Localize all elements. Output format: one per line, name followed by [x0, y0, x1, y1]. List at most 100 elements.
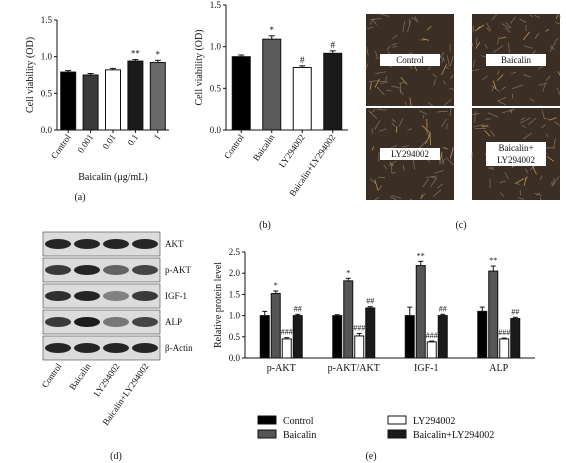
label-background	[486, 54, 546, 66]
cell-texture	[473, 124, 484, 128]
cell-texture	[408, 65, 413, 70]
cell-texture	[422, 38, 430, 41]
cell-texture	[377, 80, 388, 83]
protein-band	[74, 343, 100, 353]
cell-texture	[446, 55, 450, 67]
cell-texture	[379, 128, 387, 132]
y-tick-label: 1.0	[229, 311, 241, 321]
cell-texture	[409, 97, 412, 107]
cell-texture	[386, 45, 391, 51]
bar	[292, 67, 312, 131]
y-tick-label: 1.5	[229, 289, 241, 299]
bar	[477, 310, 488, 359]
cell-texture	[471, 69, 479, 72]
cell-texture	[444, 65, 449, 69]
cell-texture	[431, 175, 437, 180]
cell-texture	[514, 182, 520, 185]
y-axis-label: Cell viability (OD)	[25, 37, 36, 113]
cell-texture	[440, 154, 445, 165]
cell-texture	[407, 21, 411, 32]
cell-texture	[428, 102, 434, 107]
protein-band	[74, 317, 100, 327]
protein-band	[103, 343, 129, 353]
cell-texture	[549, 41, 556, 52]
cell-texture	[536, 192, 541, 196]
cell-texture	[365, 63, 369, 69]
panel-a-caption: (a)	[74, 192, 85, 203]
x-tick-label: IGF-1	[414, 363, 438, 374]
cell-texture	[471, 113, 480, 115]
bar	[354, 335, 365, 359]
cell-texture	[369, 18, 375, 25]
protein-band	[45, 265, 71, 275]
cell-texture	[390, 160, 397, 165]
cell-texture	[534, 32, 540, 39]
legend-swatch	[257, 415, 277, 425]
cell-texture	[497, 96, 507, 102]
cell-texture	[522, 132, 532, 140]
cell-texture	[400, 90, 404, 96]
cell-texture	[407, 128, 413, 131]
cell-texture	[505, 22, 512, 29]
bar	[488, 270, 499, 359]
cell-texture	[375, 71, 387, 74]
cell-texture	[475, 37, 478, 46]
cell-texture	[398, 118, 404, 127]
cell-texture	[499, 191, 504, 197]
cell-texture	[520, 117, 525, 121]
x-axis-label: Baicalin (μg/mL)	[78, 172, 148, 183]
y-tick-label: 1.0	[41, 52, 53, 62]
micrograph-label: LY294002	[391, 149, 429, 159]
label-background	[486, 154, 546, 166]
protein-label: AKT	[165, 239, 184, 249]
cell-texture	[505, 27, 511, 33]
legend-swatch	[387, 415, 407, 425]
x-tick-label: p-AKT/AKT	[328, 363, 380, 374]
lane-label: Control	[40, 361, 64, 390]
cell-texture	[517, 197, 525, 200]
cell-texture	[391, 119, 397, 123]
y-axis-label: Relative protein level	[213, 262, 224, 348]
cell-texture	[368, 110, 378, 120]
cell-texture	[419, 139, 428, 149]
cell-texture	[380, 13, 390, 17]
cell-texture	[545, 133, 549, 138]
significance-marker: *	[346, 268, 350, 277]
cell-texture	[512, 84, 524, 90]
protein-band	[103, 239, 129, 249]
significance-marker: ##	[294, 304, 302, 313]
cell-texture	[492, 45, 504, 53]
x-tick-label: 1	[152, 132, 163, 141]
cell-texture	[523, 45, 533, 49]
significance-marker: ##	[511, 307, 519, 316]
cell-texture	[369, 82, 372, 90]
cell-texture	[523, 176, 527, 186]
legend-label: LY294002	[413, 416, 455, 427]
y-tick-label: 1.0	[210, 42, 222, 52]
cell-texture	[492, 80, 497, 90]
protein-band	[132, 291, 158, 301]
significance-marker: ###	[426, 331, 438, 340]
cell-texture	[555, 14, 559, 19]
cell-texture	[486, 27, 491, 32]
y-tick-label: 0.0	[41, 125, 53, 135]
y-tick-label: 0.5	[210, 83, 222, 93]
x-tick-label: Baicalin	[251, 132, 277, 163]
cell-texture	[378, 185, 383, 191]
cell-texture	[485, 22, 492, 31]
significance-marker: **	[417, 251, 425, 260]
legend-label: Baicalin+LY294002	[413, 430, 494, 441]
cell-texture	[426, 25, 432, 31]
cell-texture	[369, 178, 377, 185]
cell-texture	[420, 194, 423, 199]
cell-texture	[530, 165, 536, 171]
cell-texture	[374, 51, 378, 57]
cell-texture	[443, 147, 448, 150]
protein-label: IGF-1	[165, 291, 187, 301]
cell-texture	[366, 26, 374, 30]
y-tick-label: 1.5	[210, 0, 222, 10]
cell-texture	[522, 31, 530, 41]
significance-marker: #	[300, 55, 305, 65]
cell-texture	[450, 74, 454, 80]
